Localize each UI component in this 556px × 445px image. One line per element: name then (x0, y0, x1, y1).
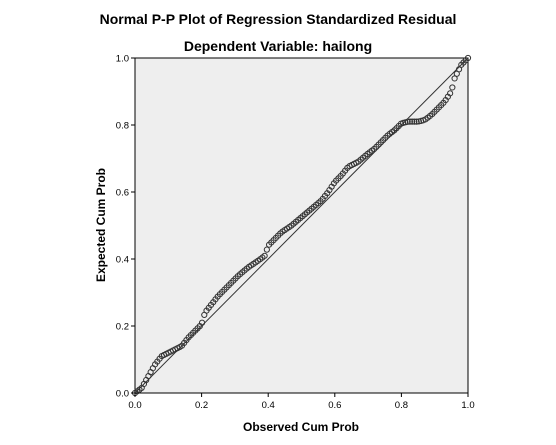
y-tick-label: 0.4 (116, 255, 129, 266)
reference-line (134, 57, 469, 394)
data-point (261, 252, 268, 259)
data-point (406, 118, 413, 125)
x-tick-label: 0.8 (395, 400, 408, 411)
y-tick-label: 0.2 (116, 322, 129, 333)
data-point (464, 54, 472, 62)
chart-title: Normal P-P Plot of Regression Standardiz… (100, 11, 457, 27)
data-points (131, 54, 472, 397)
y-tick-label: 1.0 (116, 54, 129, 65)
x-tick-label: 0.6 (328, 400, 341, 411)
x-tick-label: 0.0 (128, 400, 141, 411)
data-point (447, 90, 454, 97)
data-point (449, 84, 456, 91)
x-axis: 0.0 0.2 0.4 0.6 0.8 1.0 (128, 393, 475, 411)
y-tick-label: 0.8 (116, 121, 129, 132)
x-tick-label: 0.2 (195, 400, 208, 411)
y-tick-label: 0.0 (116, 389, 129, 400)
data-point (409, 118, 416, 125)
data-point (198, 319, 206, 326)
y-axis: 0.0 0.2 0.4 0.6 0.8 1.0 (116, 54, 135, 400)
data-point (263, 246, 270, 253)
y-axis-label: Expected Cum Prob (94, 168, 108, 282)
x-axis-label: Observed Cum Prob (243, 420, 359, 434)
chart-subtitle: Dependent Variable: hailong (184, 38, 372, 54)
x-tick-label: 1.0 (461, 400, 474, 411)
y-tick-label: 0.6 (116, 188, 129, 199)
data-point (404, 118, 411, 125)
data-point (413, 118, 420, 125)
data-point (411, 118, 418, 125)
x-tick-label: 0.4 (262, 400, 275, 411)
